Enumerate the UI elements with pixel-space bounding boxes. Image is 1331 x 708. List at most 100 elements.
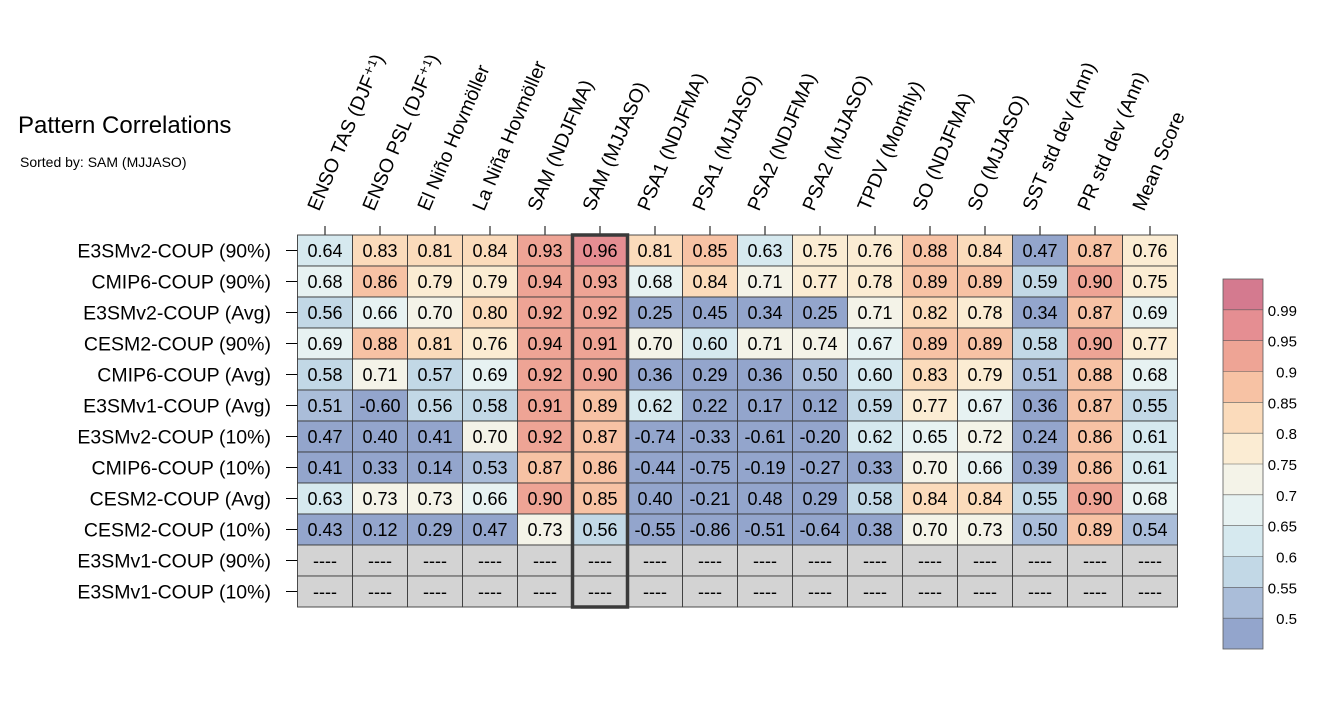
heatmap-cell	[572, 544, 628, 577]
heatmap-cell	[462, 482, 518, 515]
heatmap-cell	[737, 296, 793, 329]
cell-value: 0.61	[1132, 427, 1167, 447]
heatmap-cell	[1122, 296, 1178, 329]
heatmap-cell	[1122, 420, 1178, 453]
heatmap-cell	[792, 358, 848, 391]
cell-value: 0.79	[417, 272, 452, 292]
cell-value: 0.87	[1077, 241, 1112, 261]
colorbar-segment	[1223, 464, 1263, 495]
colorbar-label: 0.5	[1276, 611, 1297, 628]
heatmap-cell	[847, 265, 903, 298]
cell-value: 0.86	[1077, 427, 1112, 447]
tick-marks	[286, 226, 1151, 592]
cell-value: 0.47	[1022, 241, 1057, 261]
cell-value: 0.77	[802, 272, 837, 292]
cell-value: 0.71	[857, 303, 892, 323]
cell-value: 0.33	[857, 458, 892, 478]
cell-value: 0.43	[307, 520, 342, 540]
cell-value: 0.88	[1077, 365, 1112, 385]
cell-value: 0.87	[1077, 396, 1112, 416]
cell-value: 0.81	[417, 241, 452, 261]
cell-value: 0.56	[417, 396, 452, 416]
heatmap-cell	[902, 575, 958, 608]
colorbar-segment	[1223, 340, 1263, 372]
cell-value: 0.58	[1022, 334, 1057, 354]
heatmap-cell	[792, 420, 848, 453]
colorbar-segment	[1223, 402, 1263, 434]
heatmap-cell	[1067, 575, 1123, 608]
heatmap-cell	[462, 420, 518, 453]
cell-value: 0.87	[582, 427, 617, 447]
cell-value: 0.47	[307, 427, 342, 447]
cell-value: 0.68	[637, 272, 672, 292]
chart-subtitle: Sorted by: SAM (MJJASO)	[20, 154, 187, 170]
heatmap-cell	[407, 234, 463, 267]
cell-value: 0.79	[472, 272, 507, 292]
cell-value: ----	[863, 551, 887, 571]
cell-value: 0.25	[637, 303, 672, 323]
row-label: CMIP6-COUP (Avg)	[97, 365, 271, 387]
cell-value: 0.88	[912, 241, 947, 261]
colorbar-segment	[1223, 494, 1263, 526]
cell-value: ----	[368, 582, 392, 602]
heatmap-cell	[517, 389, 573, 422]
cell-value: 0.81	[417, 334, 452, 354]
cell-value: 0.56	[582, 520, 617, 540]
cell-value: 0.84	[967, 241, 1002, 261]
cell-value: 0.71	[747, 272, 782, 292]
cell-value: 0.74	[802, 334, 837, 354]
heatmap-cell	[847, 451, 903, 484]
cell-value: 0.90	[582, 365, 617, 385]
cell-value: 0.29	[417, 520, 452, 540]
cell-value: 0.91	[527, 396, 562, 416]
heatmap-cell	[1122, 265, 1178, 298]
heatmap-cell	[627, 358, 683, 391]
cell-value: 0.29	[802, 489, 837, 509]
cell-value: 0.34	[747, 303, 782, 323]
cell-value: 0.89	[912, 334, 947, 354]
heatmap-cell	[957, 451, 1013, 484]
heatmap-cell	[1067, 544, 1123, 577]
row-label: CMIP6-COUP (10%)	[91, 458, 271, 480]
cell-value: ----	[588, 582, 612, 602]
heatmap-cell	[1067, 389, 1123, 422]
cell-value: 0.83	[912, 365, 947, 385]
heatmap-cell	[902, 296, 958, 329]
cell-value: ----	[1028, 551, 1052, 571]
cell-value: 0.62	[637, 396, 672, 416]
heatmap-cell	[407, 420, 463, 453]
heatmap-cell	[1067, 451, 1123, 484]
heatmap-cell	[462, 265, 518, 298]
cell-value: ----	[1138, 551, 1162, 571]
cell-value: 0.54	[1132, 520, 1167, 540]
cell-value: ----	[643, 551, 667, 571]
colorbar-label: 0.95	[1268, 334, 1297, 351]
heatmap-cell	[847, 420, 903, 453]
heatmap-cell	[1012, 513, 1068, 546]
cell-value: 0.88	[362, 334, 397, 354]
heatmap-cell	[847, 296, 903, 329]
heatmap-cell	[1012, 358, 1068, 391]
cell-value: 0.70	[912, 458, 947, 478]
heatmap-cell	[517, 513, 573, 546]
cell-value: ----	[808, 551, 832, 571]
cell-value: ----	[918, 582, 942, 602]
cell-value: 0.48	[747, 489, 782, 509]
heatmap-cell	[792, 296, 848, 329]
heatmap-cell	[737, 575, 793, 608]
cell-value: 0.29	[692, 365, 727, 385]
heatmap-cell	[792, 234, 848, 267]
heatmap-cell	[1067, 265, 1123, 298]
heatmap-cell	[1122, 544, 1178, 577]
colorbar-label: 0.6	[1276, 550, 1297, 567]
heatmap-cell	[462, 327, 518, 360]
colorbar-segment	[1223, 556, 1263, 588]
cell-value: 0.60	[692, 334, 727, 354]
cell-value: 0.86	[1077, 458, 1112, 478]
cell-value: ----	[698, 551, 722, 571]
cell-value: -0.19	[744, 458, 785, 478]
cell-value: 0.50	[802, 365, 837, 385]
cell-value: 0.71	[747, 334, 782, 354]
cell-value: 0.68	[1132, 365, 1167, 385]
heatmap-cell	[1122, 358, 1178, 391]
